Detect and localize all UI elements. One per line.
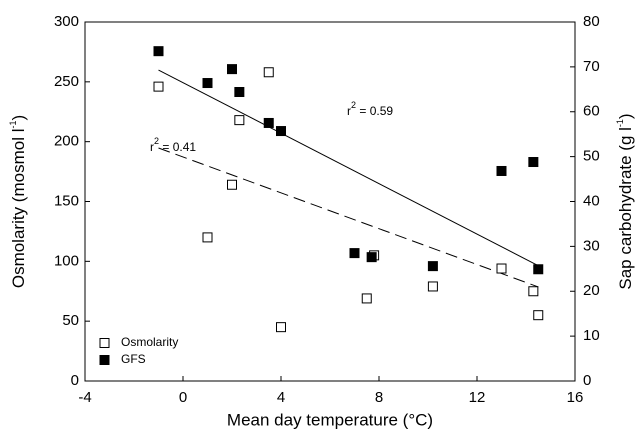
x-tick-label: -4 — [78, 389, 91, 406]
y-tick-label: 300 — [54, 13, 79, 30]
data-point — [496, 263, 507, 274]
x-tick-label: 0 — [179, 389, 187, 406]
data-point — [234, 115, 245, 126]
data-point — [153, 81, 164, 92]
y-axis-label-text: Osmolarity (mosmol l — [9, 129, 28, 289]
data-point — [202, 78, 213, 89]
annotation-text: r — [150, 140, 154, 154]
y2-tick-label: 10 — [583, 327, 600, 344]
y-tick-label: 50 — [62, 312, 79, 329]
y2-tick-label: 70 — [583, 58, 600, 75]
y2-tick-label: 50 — [583, 148, 600, 165]
y2-tick-label: 20 — [583, 282, 600, 299]
plot-frame — [84, 21, 576, 382]
y-tick-label: 100 — [54, 252, 79, 269]
legend-marker — [99, 355, 110, 365]
y-axis-label-sup: -1 — [8, 121, 18, 129]
annotation: r2 = 0.41 — [150, 136, 196, 154]
data-point — [263, 67, 274, 78]
y-tick-label: 150 — [54, 192, 79, 209]
y-tick-label: 200 — [54, 133, 79, 150]
data-point — [533, 264, 544, 275]
trend-line — [158, 147, 539, 288]
x-axis-label: Mean day temperature (°C) — [227, 410, 433, 429]
y2-axis-label-end: ) — [616, 113, 635, 119]
data-point — [427, 281, 438, 292]
y-axis-label: Osmolarity (mosmol l-1) — [8, 115, 28, 288]
x-tick-label: 12 — [469, 389, 486, 406]
y2-tick-label: 40 — [583, 192, 600, 209]
data-point — [533, 310, 544, 321]
y-tick-label: 250 — [54, 73, 79, 90]
x-tick-label: 8 — [375, 389, 383, 406]
y2-axis-label: Sap carbohydrate (g l-1) — [615, 113, 635, 289]
annotation-end: = 0.41 — [159, 140, 196, 154]
trend-line — [158, 69, 539, 267]
annotation-sup: 2 — [154, 136, 159, 146]
y-tick-label: 0 — [71, 372, 79, 389]
data-point — [276, 126, 286, 137]
data-point — [528, 286, 539, 297]
data-point — [276, 322, 286, 333]
x-tick-label: 16 — [567, 389, 584, 406]
data-point — [153, 46, 164, 57]
data-point — [263, 117, 274, 128]
legend-label: Osmolarity — [121, 335, 178, 349]
y2-axis-label-sup: -1 — [615, 119, 625, 127]
y2-tick-label: 0 — [583, 372, 591, 389]
data-point — [202, 232, 213, 243]
y2-axis-label-text: Sap carbohydrate (g l — [616, 127, 635, 290]
data-point — [496, 165, 507, 176]
x-tick-label: 4 — [277, 389, 285, 406]
y-axis-label-end: ) — [9, 115, 28, 121]
y2-tick-label: 30 — [583, 237, 600, 254]
data-point — [349, 248, 360, 259]
data-point — [361, 293, 372, 304]
data-point — [427, 261, 438, 272]
annotation-sup: 2 — [351, 100, 356, 110]
data-point — [227, 64, 237, 75]
legend-marker — [99, 338, 110, 348]
data-point — [366, 252, 377, 263]
legend-label: GFS — [121, 352, 146, 366]
annotation: r2 = 0.59 — [347, 100, 393, 118]
annotation-text: r — [347, 104, 351, 118]
data-point — [528, 157, 539, 168]
data-point — [234, 87, 245, 98]
y2-tick-label: 80 — [583, 13, 600, 30]
annotation-end: = 0.59 — [356, 104, 393, 118]
data-point — [227, 179, 237, 190]
y2-tick-label: 60 — [583, 103, 600, 120]
